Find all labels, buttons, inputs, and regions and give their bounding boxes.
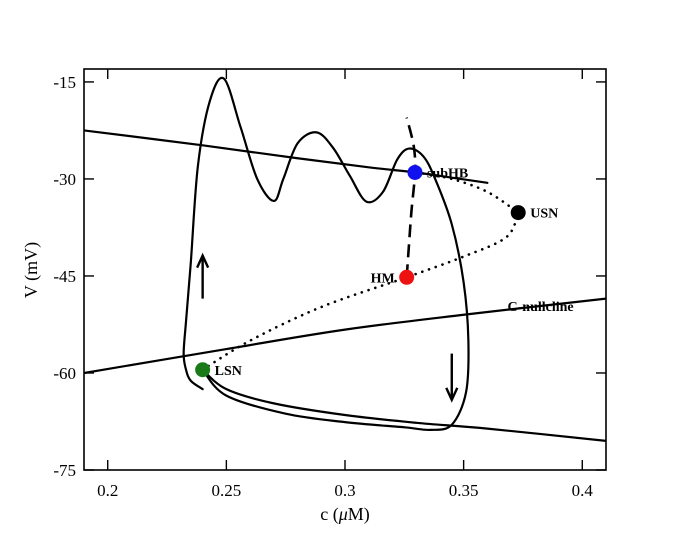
y-tick-label: -30 [53, 170, 76, 189]
plot-frame [83, 68, 607, 471]
y-tick-label: -45 [53, 267, 76, 286]
points-layer: LSN HM subHB USN [195, 164, 558, 379]
point-label-hm: HM [371, 271, 395, 286]
x-tick-label: 0.35 [449, 481, 479, 500]
curves-layer [84, 76, 606, 442]
periodic-orbit-branch-curve [405, 117, 417, 278]
arrow-down-head [445, 387, 459, 403]
point-lsn [195, 362, 211, 378]
y-tick-label: -15 [53, 73, 76, 92]
x-tick-label: 0.4 [572, 481, 594, 500]
annotation-c-nullcline: C-nullcline [508, 300, 574, 315]
trajectory-curve [182, 76, 470, 432]
y-tick-label: -60 [53, 364, 76, 383]
annotations-layer: C-nullcline [508, 300, 574, 315]
x-axis-label: c (μM) [320, 504, 370, 525]
y-axis-label: V (mV) [21, 242, 42, 298]
x-tick-label: 0.25 [211, 481, 241, 500]
c-nullcline-curve [84, 297, 606, 375]
arrow-up-head [196, 252, 210, 269]
point-hm [399, 269, 415, 285]
point-subhb [407, 164, 423, 180]
point-label-usn: USN [530, 207, 558, 222]
point-label-lsn: LSN [215, 364, 242, 379]
v-nullcline-lower-curve [201, 368, 606, 442]
arrows-layer [196, 252, 459, 403]
ticks-layer: 0.2 0.25 0.3 0.35 0.4 -15 -30 -45 -60 -75 [53, 69, 606, 500]
point-usn [510, 205, 526, 221]
y-tick-label: -75 [53, 461, 76, 480]
x-tick-label: 0.2 [97, 481, 118, 500]
x-tick-label: 0.3 [334, 481, 355, 500]
point-label-subhb: subHB [427, 166, 468, 181]
